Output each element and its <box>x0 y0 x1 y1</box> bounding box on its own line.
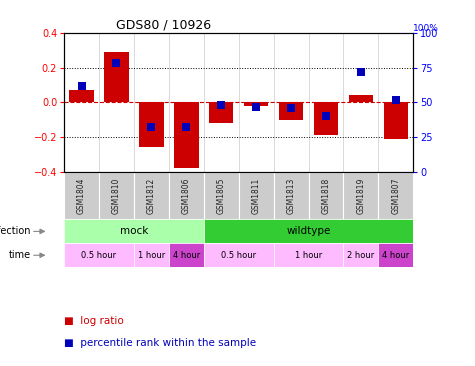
Bar <box>309 172 343 220</box>
Bar <box>64 172 99 220</box>
Bar <box>238 172 274 220</box>
Bar <box>134 172 169 220</box>
Bar <box>209 102 233 123</box>
Text: 1 hour: 1 hour <box>295 251 322 260</box>
Bar <box>69 90 94 102</box>
Bar <box>204 172 238 220</box>
Point <box>113 60 120 66</box>
Bar <box>314 102 338 135</box>
Point <box>252 104 260 109</box>
Point <box>182 124 190 130</box>
Bar <box>104 52 129 102</box>
Bar <box>169 172 204 220</box>
Text: ■  percentile rank within the sample: ■ percentile rank within the sample <box>64 338 256 348</box>
Text: ■  log ratio: ■ log ratio <box>64 316 124 326</box>
Point <box>218 102 225 108</box>
Bar <box>274 243 343 267</box>
Bar <box>379 172 413 220</box>
Bar <box>99 172 134 220</box>
Text: GDS80 / 10926: GDS80 / 10926 <box>116 19 212 32</box>
Bar <box>343 172 379 220</box>
Text: 4 hour: 4 hour <box>382 251 409 260</box>
Text: mock: mock <box>120 227 148 236</box>
Point <box>287 105 295 111</box>
Bar <box>274 172 309 220</box>
Bar <box>379 243 413 267</box>
Point <box>148 124 155 130</box>
Text: GSM1818: GSM1818 <box>322 178 331 214</box>
Text: 0.5 hour: 0.5 hour <box>221 251 256 260</box>
Text: infection: infection <box>0 227 31 236</box>
Bar <box>204 243 274 267</box>
Text: GSM1812: GSM1812 <box>147 178 156 214</box>
Text: GSM1807: GSM1807 <box>391 178 400 214</box>
Bar <box>279 102 303 120</box>
Bar <box>174 102 199 168</box>
Text: 0.5 hour: 0.5 hour <box>82 251 116 260</box>
Point <box>357 69 365 75</box>
Text: wildtype: wildtype <box>286 227 331 236</box>
Bar <box>343 243 379 267</box>
Text: GSM1806: GSM1806 <box>182 178 191 214</box>
Text: GSM1804: GSM1804 <box>77 178 86 214</box>
Text: 1 hour: 1 hour <box>138 251 165 260</box>
Text: GSM1811: GSM1811 <box>252 178 261 214</box>
Bar <box>134 243 169 267</box>
Bar <box>349 96 373 102</box>
Text: GSM1810: GSM1810 <box>112 178 121 214</box>
Point <box>78 83 86 89</box>
Bar <box>64 243 134 267</box>
Point <box>392 97 399 102</box>
Bar <box>64 220 204 243</box>
Text: GSM1805: GSM1805 <box>217 178 226 214</box>
Text: 2 hour: 2 hour <box>347 251 374 260</box>
Bar <box>139 102 163 147</box>
Bar <box>384 102 408 139</box>
Bar <box>169 243 204 267</box>
Text: time: time <box>9 250 31 260</box>
Bar <box>204 220 413 243</box>
Bar <box>244 102 268 106</box>
Point <box>322 113 330 119</box>
Text: GSM1813: GSM1813 <box>286 178 295 214</box>
Text: 4 hour: 4 hour <box>173 251 200 260</box>
Text: GSM1819: GSM1819 <box>356 178 365 214</box>
Text: 100%: 100% <box>413 24 439 33</box>
